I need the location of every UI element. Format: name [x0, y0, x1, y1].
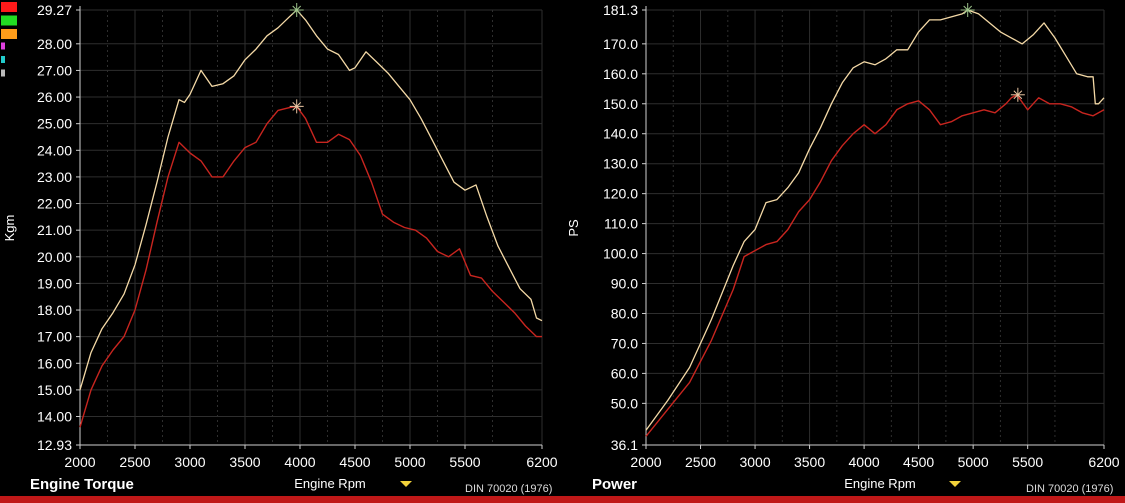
y-tick-label: 50.0: [611, 395, 638, 411]
legend-swatch-1[interactable]: [1, 2, 17, 12]
y-tick-label: 70.0: [611, 335, 638, 351]
y-tick-label: 80.0: [611, 305, 638, 321]
legend-swatch-3[interactable]: [1, 29, 17, 39]
y-tick-label: 16.00: [37, 355, 72, 371]
series-line-2: [79, 105, 542, 428]
y-axis-label: PS: [566, 219, 581, 237]
chart-title: Engine Torque: [30, 476, 134, 493]
y-tick-label: 36.1: [611, 437, 638, 453]
engine-torque-chart: 29.27 28.00 27.00 26.00 25.00 24.00 23.00 22.00…: [2, 2, 558, 495]
x-tick-label: 4500: [903, 454, 934, 470]
x-tick-label: 5000: [394, 454, 425, 470]
x-tick-label: 4500: [339, 454, 370, 470]
y-tick-label: 27.00: [37, 62, 72, 78]
y-tick-label: 160.0: [603, 66, 638, 82]
series-line-2: [645, 94, 1105, 437]
x-tick-label: 2500: [685, 454, 716, 470]
chart-title: Power: [592, 476, 637, 493]
y-tick-label: 20.00: [37, 249, 72, 265]
x-tick-label: 6200: [1088, 454, 1119, 470]
y-tick-label: 181.3: [603, 2, 638, 18]
y-axis-label: Kgm: [2, 215, 17, 242]
x-tick-label: 5000: [958, 454, 989, 470]
x-tick-label: 2000: [630, 454, 661, 470]
y-tick-label: 17.00: [37, 329, 72, 345]
y-tick-label: 29.27: [37, 2, 72, 18]
x-tick-label: 4000: [849, 454, 880, 470]
y-tick-label: 18.00: [37, 302, 72, 318]
x-tick-label: 2000: [64, 454, 95, 470]
peak-marker-1: [289, 3, 304, 17]
x-tick-label: 3000: [739, 454, 770, 470]
series-swatch-legend: [1, 2, 17, 77]
y-tick-label: 26.00: [37, 89, 72, 105]
y-tick-label: 15.00: [37, 382, 72, 398]
x-axis-label[interactable]: Engine Rpm: [294, 476, 366, 491]
x-tick-label: 3500: [229, 454, 260, 470]
peak-marker-1: [960, 3, 975, 17]
grid: [79, 9, 543, 446]
y-tick-label: 130.0: [603, 156, 638, 172]
x-tick-label: 5500: [1012, 454, 1043, 470]
standard-label: DIN 70020 (1976): [465, 483, 552, 495]
legend-swatch-2[interactable]: [1, 15, 17, 26]
legend-swatch-5[interactable]: [1, 56, 5, 63]
y-tick-label: 24.00: [37, 142, 72, 158]
x-tick-label: 6200: [526, 454, 557, 470]
y-tick-label: 90.0: [611, 276, 638, 292]
x-tick-label: 2500: [119, 454, 150, 470]
x-tick-label: 4000: [284, 454, 315, 470]
peak-marker-2: [1010, 87, 1025, 102]
y-tick-label: 14.00: [37, 409, 72, 425]
power-chart: 181.3 170.0 160.0 150.0 140.0 130.0 120.0 110.0…: [566, 2, 1120, 495]
y-tick-label: 170.0: [603, 36, 638, 52]
y-tick-label: 22.00: [37, 196, 72, 212]
chevron-down-icon[interactable]: [949, 481, 961, 487]
y-tick-label: 28.00: [37, 36, 72, 52]
y-tick-label: 140.0: [603, 126, 638, 142]
y-tick-label: 100.0: [603, 246, 638, 262]
chevron-down-icon[interactable]: [400, 481, 412, 487]
peak-marker-2: [289, 99, 304, 114]
y-tick-label: 21.00: [37, 222, 72, 238]
y-tick-label: 150.0: [603, 96, 638, 112]
y-tick-label: 23.00: [37, 169, 72, 185]
x-tick-label: 5500: [449, 454, 480, 470]
y-tick-label: 19.00: [37, 275, 72, 291]
y-tick-label: 120.0: [603, 186, 638, 202]
legend-swatch-6[interactable]: [1, 69, 5, 77]
legend-swatch-4[interactable]: [1, 42, 5, 50]
series-line-1: [645, 9, 1105, 431]
x-tick-label: 3500: [794, 454, 825, 470]
y-tick-label: 110.0: [604, 216, 638, 232]
standard-label: DIN 70020 (1976): [1026, 483, 1113, 495]
x-tick-label: 3000: [174, 454, 205, 470]
y-tick-label: 12.93: [37, 437, 72, 453]
bottom-status-bar: [0, 496, 1125, 503]
series-line-1: [79, 9, 543, 391]
x-axis-label[interactable]: Engine Rpm: [844, 476, 916, 491]
y-tick-label: 60.0: [611, 365, 638, 381]
y-tick-label: 25.00: [37, 116, 72, 132]
